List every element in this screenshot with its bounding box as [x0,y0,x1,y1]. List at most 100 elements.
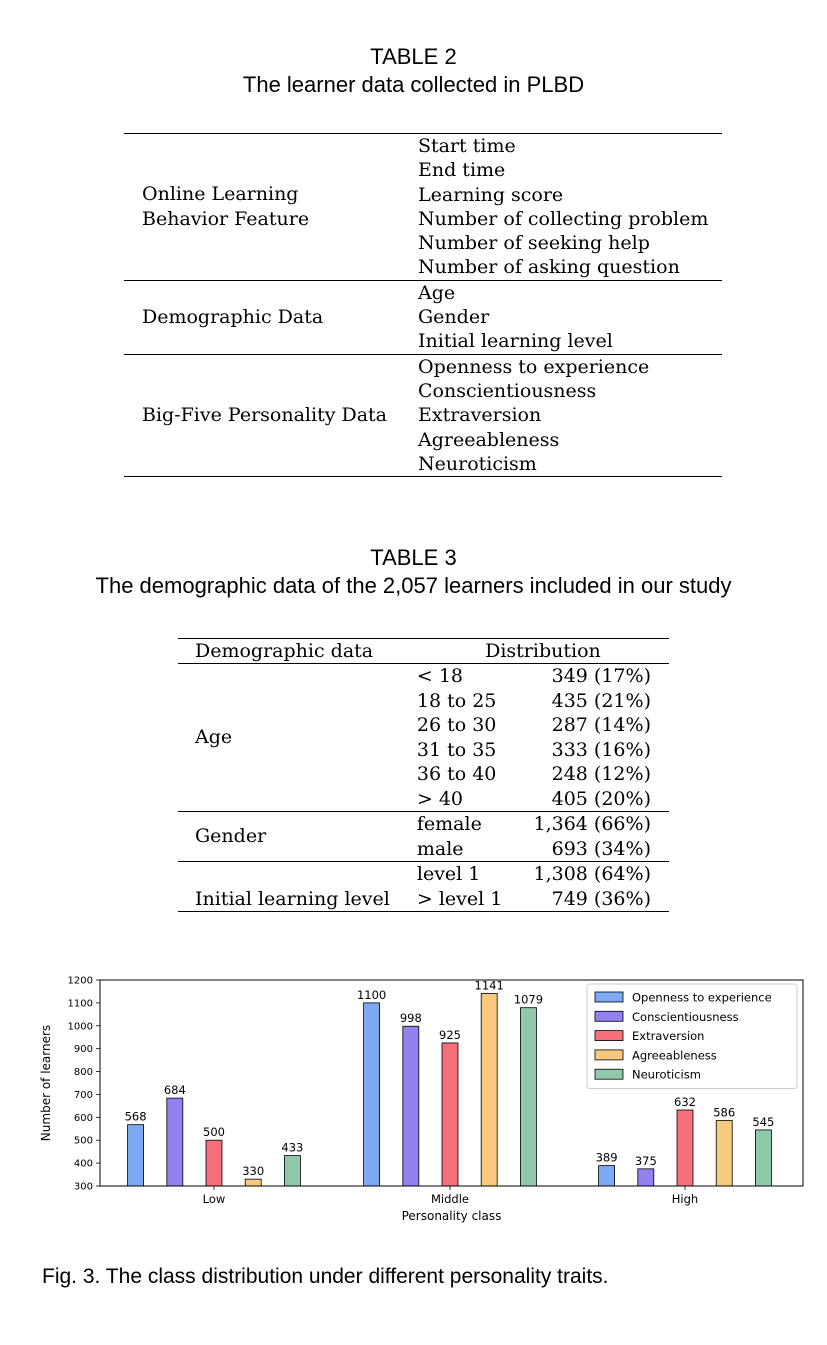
table2-group-label: Demographic Data [124,280,418,355]
chart-legend-label: Neuroticism [632,1068,701,1082]
table2-item: Neuroticism [418,452,537,475]
chart-y-tick-label: 700 [74,1090,93,1101]
chart-bar [519,1007,537,1187]
chart-legend-label: Extraversion [632,1029,704,1043]
table2-item: Number of seeking help [418,232,650,255]
table3-range: 31 to 35 [416,738,497,761]
table3-ranges: level 1 > level 1 [416,861,534,912]
table3-range: 36 to 40 [416,763,497,785]
table2-item: Openness to experience [418,355,650,378]
table3-value: 287 (14%) [551,714,651,736]
table3-range: male [416,837,464,860]
table2-group-items: Start time End time Learning score Numbe… [418,133,722,281]
table3-group-learning-level: Initial learning level level 1 > level 1… [178,861,669,912]
table3-group-age: Age < 18 18 to 25 26 to 30 31 to 35 36 t… [178,663,669,812]
chart-bar-value-label: 568 [125,1110,147,1124]
chart-plot-frame [99,979,804,1187]
chart-bar-value-label: 684 [164,1083,186,1097]
table3: Demographic data Distribution Age < 18 1… [178,638,669,912]
figure-caption: Fig. 3. The class distribution under dif… [42,1265,609,1288]
table3-caption-title: The demographic data of the 2,057 learne… [95,573,732,598]
chart-y-tick-label: 800 [74,1067,93,1078]
table3-values: 349 (17%) 435 (21%) 287 (14%) 333 (16%) … [533,663,669,812]
table3-value: 333 (16%) [551,738,651,761]
table3-value: 435 (21%) [551,689,651,712]
chart-y-tick-label: 1100 [68,998,93,1009]
chart-bar [755,1129,772,1187]
table2-group-items: Openness to experience Conscientiousness… [418,354,722,478]
table2-group-label-line: Online Learning [142,182,299,205]
chart-x-axis: Low Middle High [203,1186,698,1206]
table2-caption-title: The learner data collected in PLBD [242,72,585,97]
chart-x-tick-label: Middle [431,1192,469,1206]
table3-value: 1,308 (64%) [533,863,652,885]
chart-legend-swatch [594,1030,624,1041]
table2-group-label-line: Big-Five Personality Data [142,403,387,426]
table3-value: 693 (34%) [551,837,651,860]
chart-bar-value-label: 1141 [475,979,504,993]
table3-range: 18 to 25 [416,689,497,712]
chart-bar-value-label: 1079 [514,993,543,1007]
table3-caption: TABLE 3 The demographic data of the 2,05… [0,544,827,600]
table2-group-personality: Big-Five Personality Data Openness to ex… [124,354,722,478]
chart-bar-value-label: 433 [281,1141,303,1155]
chart-bar [715,1120,733,1187]
table2-group-items: Age Gender Initial learning level [418,280,722,355]
chart-bar-value-label: 330 [242,1164,264,1178]
table2-group-label: Big-Five Personality Data [124,354,418,478]
table2-group-behavior: Online Learning Behavior Feature Start t… [124,133,722,281]
table2-item: End time [418,159,506,182]
chart-x-tick-label: Low [203,1192,226,1206]
table3-range: female [416,813,482,835]
table2-item: Conscientiousness [418,379,597,402]
chart-bar [441,1042,459,1187]
table3-header-distribution: Distribution [416,638,669,664]
chart-legend-label: Agreeableness [632,1048,717,1062]
table3-value: 248 (12%) [551,763,651,785]
chart-bar-value-label: 500 [203,1125,225,1139]
table2-group-label-line: Behavior Feature [142,207,310,230]
table2-item: Start time [418,135,516,157]
table3-range: > 40 [416,787,464,810]
chart-y-axis: 300 400 500 600 700 800 900 1000 1100 1200 [68,976,100,1193]
table2-item: Initial learning level [418,330,613,353]
chart-bar [637,1168,655,1187]
chart-legend-swatch [594,1010,624,1022]
chart-y-tick-label: 300 [74,1182,93,1193]
chart-legend-box [586,983,798,1089]
chart-bar-value-label: 998 [400,1011,422,1025]
chart-bar [363,1002,381,1187]
chart-bar [283,1155,301,1187]
table2-caption-label: TABLE 2 [370,44,457,69]
chart-legend-label: Openness to experience [632,991,772,1005]
table3-range: level 1 [416,863,481,885]
chart-bar [598,1165,615,1187]
table2-item: Number of collecting problem [418,207,709,230]
table3-range: 26 to 30 [416,714,497,736]
table3-value: 1,364 (66%) [533,813,652,835]
chart-bar [244,1178,262,1187]
personality-class-bar-chart: 568 1100 389 684 998 375 500 925 632 330 1141 586 43… [39,976,804,1223]
table2-group-label: Online Learning Behavior Feature [124,133,418,281]
table2-item: Gender [418,306,490,329]
chart-x-axis-label: Personality class [402,1209,502,1223]
table2-caption: TABLE 2 The learner data collected in PL… [0,43,827,99]
table2-group-demographic: Demographic Data Age Gender Initial lear… [124,280,722,355]
chart-legend-swatch [594,1068,624,1080]
chart-bar [166,1097,184,1187]
table2-item: Extraversion [418,404,542,427]
table3-values: 1,364 (66%) 693 (34%) [533,811,669,862]
table2: Online Learning Behavior Feature Start t… [124,133,722,478]
table3-ranges: female male [416,811,534,862]
table3-group-gender: Gender female male 1,364 (66%) 693 (34%) [178,811,669,862]
chart-bar-value-label: 545 [752,1115,774,1129]
chart-y-tick-label: 1200 [68,976,93,987]
chart-legend-swatch [594,991,624,1003]
chart-bar-value-label: 389 [596,1151,618,1165]
chart-bar [205,1139,223,1187]
chart-bar [676,1109,694,1187]
chart-legend: Openness to experience Conscientiousness E… [586,983,798,1089]
chart-y-tick-label: 900 [74,1044,93,1055]
table3-range: > level 1 [416,887,503,910]
chart-bar [127,1124,144,1187]
